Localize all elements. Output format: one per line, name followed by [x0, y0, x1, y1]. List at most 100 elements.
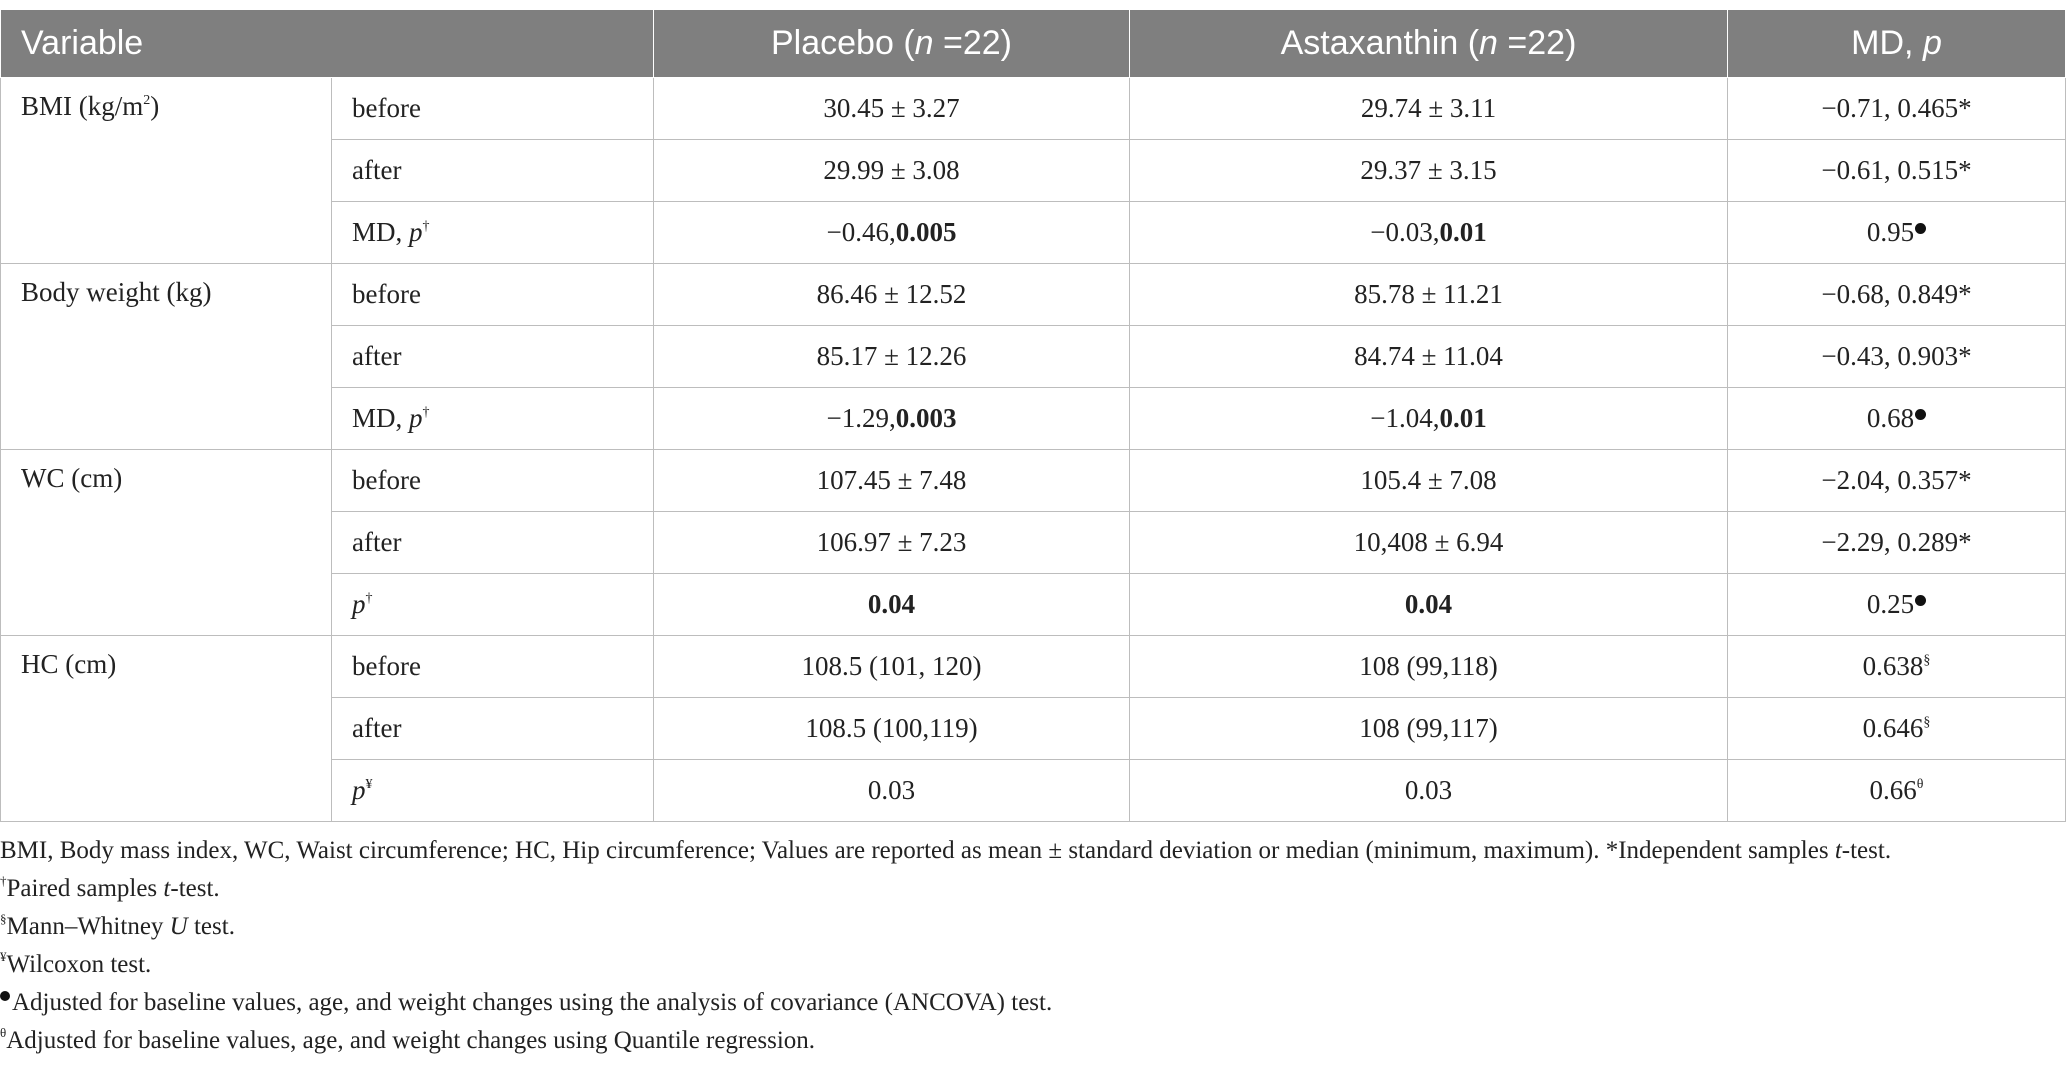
header-md-p: MD, p [1727, 9, 2067, 78]
footnote-t-italic: t [1834, 837, 1842, 864]
header-placebo-n: n [914, 24, 934, 62]
footnote-text: Mann–Whitney [6, 913, 170, 940]
placebo-value: −0.46,0.005 [653, 201, 1131, 264]
row-label: after [330, 139, 655, 202]
md-p-value: 0.66 [1869, 775, 1917, 805]
row-label: after [330, 511, 655, 574]
table-row: p¥ 0.03 0.03 0.66θ [1, 759, 2067, 822]
placebo-value: 0.03 [653, 759, 1131, 822]
row-label: p¥ [330, 759, 655, 822]
astax-p: 0.01 [1439, 403, 1487, 433]
table-row: MD, p† −1.29,0.003 −1.04,0.01 0.68 [1, 387, 2067, 450]
astax-md: −1.04, [1370, 403, 1440, 433]
table-row: after 106.97 ± 7.23 10,408 ± 6.94 −2.29,… [1, 511, 2067, 574]
placebo-p: 0.003 [895, 403, 957, 433]
table-row: WC (cm) before 107.45 ± 7.48 105.4 ± 7.0… [0, 449, 2067, 636]
astaxanthin-value: 10,408 ± 6.94 [1129, 511, 1729, 574]
p-label: p [352, 775, 366, 805]
footnote-t-italic: t [163, 875, 171, 902]
footnote-u-italic: U [169, 913, 188, 940]
astaxanthin-value: 29.37 ± 3.15 [1129, 139, 1729, 202]
md-label: MD, [352, 403, 410, 433]
row-label: after [330, 325, 655, 388]
yen-sup: ¥ [365, 777, 373, 792]
placebo-md: −0.46, [826, 217, 896, 247]
placebo-p: 0.005 [895, 217, 957, 247]
astaxanthin-value: −1.04,0.01 [1129, 387, 1729, 450]
md-p-value: 0.646 [1862, 713, 1924, 743]
section-sup: § [1923, 715, 1931, 730]
astaxanthin-value: 105.4 ± 7.08 [1129, 449, 1729, 512]
astaxanthin-value: 29.74 ± 3.11 [1129, 77, 1729, 140]
md-value: −0.68, 0.849* [1727, 263, 2067, 326]
dagger-symbol: † [0, 873, 7, 888]
placebo-value: −1.29,0.003 [653, 387, 1131, 450]
astax-md: −0.03, [1370, 217, 1440, 247]
header-astax-prefix: Astaxanthin ( [1280, 24, 1480, 62]
dagger-sup: † [365, 591, 373, 606]
astaxanthin-value: 108 (99,117) [1129, 697, 1729, 760]
variable-wc: WC (cm) [0, 449, 332, 636]
row-label: MD, p† [330, 201, 655, 264]
footnote-text: BMI, Body mass index, WC, Waist circumfe… [0, 837, 1835, 864]
footnote-text: Adjusted for baseline values, age, and w… [12, 989, 1053, 1016]
table-row: Body weight (kg) before 86.46 ± 12.52 85… [0, 263, 2067, 450]
placebo-value: 106.97 ± 7.23 [653, 511, 1131, 574]
section-symbol: § [0, 911, 7, 926]
footnote-text: test. [187, 913, 235, 940]
footnote-text: -test. [1841, 837, 1892, 864]
bmi-label-sup: 2 [143, 93, 151, 108]
footnote-ancova: Adjusted for baseline values, age, and w… [0, 984, 2067, 1022]
md-value: −2.29, 0.289* [1727, 511, 2067, 574]
md-value: −2.04, 0.357* [1727, 449, 2067, 512]
footnote-mann-whitney: §Mann–Whitney U test. [0, 908, 2067, 946]
astaxanthin-value: 0.04 [1129, 573, 1729, 636]
md-value: 0.638§ [1727, 635, 2067, 698]
placebo-value: 108.5 (100,119) [653, 697, 1131, 760]
row-label: after [330, 697, 655, 760]
placebo-value: 0.04 [653, 573, 1131, 636]
results-table: Variable Placebo (n =22) Astaxanthin (n … [0, 9, 2067, 822]
astax-p: 0.04 [1404, 589, 1453, 619]
placebo-value: 85.17 ± 12.26 [653, 325, 1131, 388]
header-placebo-suffix: =22) [933, 24, 1013, 62]
theta-sup: θ [1916, 777, 1924, 792]
table-row: after 29.99 ± 3.08 29.37 ± 3.15 −0.61, 0… [1, 139, 2067, 202]
placebo-value: 29.99 ± 3.08 [653, 139, 1131, 202]
footnotes: BMI, Body mass index, WC, Waist circumfe… [0, 832, 2067, 1060]
table-row: after 108.5 (100,119) 108 (99,117) 0.646… [1, 697, 2067, 760]
row-label: p† [330, 573, 655, 636]
md-p-value: 0.95 [1866, 217, 1915, 247]
placebo-value: 30.45 ± 3.27 [653, 77, 1131, 140]
md-value: 0.68 [1727, 387, 2067, 450]
row-label: MD, p† [330, 387, 655, 450]
footnote-text: Paired samples [6, 875, 164, 902]
astax-p: 0.01 [1439, 217, 1487, 247]
header-variable: Variable [0, 9, 655, 78]
header-astax-suffix: =22) [1497, 24, 1577, 62]
header-placebo-prefix: Placebo ( [771, 24, 915, 62]
dagger-sup: † [422, 219, 430, 234]
astaxanthin-value: 108 (99,118) [1129, 635, 1729, 698]
variable-body-weight: Body weight (kg) [0, 263, 332, 450]
table-row: MD, p† −0.46,0.005 −0.03,0.01 0.95 [1, 201, 2067, 264]
md-value: −0.61, 0.515* [1727, 139, 2067, 202]
row-label: before [330, 635, 655, 698]
footnote-text: -test. [170, 875, 220, 902]
p-label: p [409, 217, 423, 247]
placebo-md: −1.29, [826, 403, 896, 433]
placebo-value: 107.45 ± 7.48 [653, 449, 1131, 512]
md-value: 0.646§ [1727, 697, 2067, 760]
astaxanthin-value: 85.78 ± 11.21 [1129, 263, 1729, 326]
ancova-dot-icon [1915, 409, 1927, 420]
row-label: before [330, 263, 655, 326]
md-p-value: 0.638 [1862, 651, 1924, 681]
md-value: −0.43, 0.903* [1727, 325, 2067, 388]
row-label: before [330, 449, 655, 512]
table-row: HC (cm) before 108.5 (101, 120) 108 (99,… [0, 635, 2067, 822]
md-value: 0.66θ [1727, 759, 2067, 822]
astaxanthin-value: 84.74 ± 11.04 [1129, 325, 1729, 388]
placebo-p: 0.04 [867, 589, 916, 619]
header-placebo: Placebo (n =22) [653, 9, 1131, 78]
p-label: p [409, 403, 423, 433]
